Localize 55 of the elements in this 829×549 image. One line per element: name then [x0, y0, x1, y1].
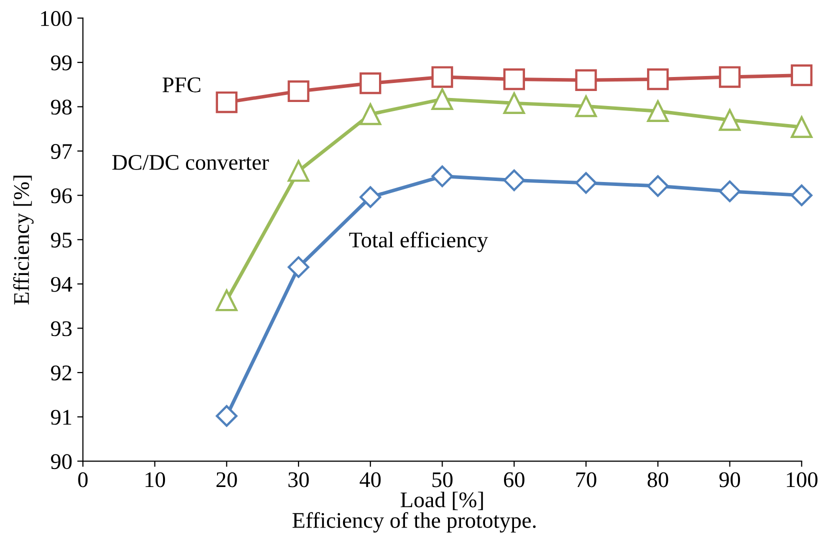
y-tick-label: 92 — [50, 366, 72, 380]
point — [647, 100, 669, 122]
y-tick-label: 97 — [50, 144, 72, 159]
x-tick-label: 70 — [576, 472, 596, 488]
x-tick-label: 40 — [360, 472, 381, 488]
point — [575, 69, 597, 91]
x-tick-label: 0 — [78, 472, 88, 488]
point — [790, 184, 812, 206]
point — [216, 290, 238, 312]
y-tick-label: 90 — [50, 454, 72, 470]
x-tick-label: 20 — [216, 472, 237, 488]
series-label: PFC — [162, 77, 200, 92]
point — [647, 68, 669, 90]
series-label: Total efficiency — [349, 232, 488, 252]
point — [288, 256, 310, 278]
y-tick-label: 95 — [50, 232, 72, 248]
x-tick-label: 10 — [146, 472, 166, 488]
point — [503, 169, 525, 192]
y-tick-label: 99 — [50, 55, 72, 70]
x-tick-label: 80 — [648, 472, 668, 488]
point — [718, 66, 741, 88]
point — [216, 91, 238, 114]
point — [718, 180, 741, 202]
point — [503, 68, 525, 90]
point — [647, 175, 669, 197]
point — [431, 165, 454, 188]
point — [431, 66, 454, 88]
point — [360, 186, 382, 208]
y-axis-title: Efficiency [%] — [13, 176, 34, 305]
point — [503, 92, 525, 114]
x-tick-label: 90 — [719, 472, 740, 488]
x-tick-label: 100 — [786, 472, 818, 488]
x-axis-title: Load [%] — [400, 492, 483, 510]
text: Efficiency of the prototype. — [292, 512, 536, 533]
point — [431, 88, 454, 110]
point — [360, 103, 382, 126]
y-tick-label: 96 — [50, 188, 72, 204]
y-tick-label: 93 — [50, 321, 72, 336]
series-label: DC/DC converter — [112, 154, 269, 170]
point — [790, 116, 812, 138]
y-tick-label: 94 — [50, 276, 72, 292]
x-tick-label: 60 — [504, 472, 524, 488]
point — [575, 95, 597, 118]
point — [360, 72, 382, 94]
y-tick-label: 98 — [50, 100, 72, 115]
x-tick-label: 50 — [432, 472, 453, 488]
point — [216, 405, 238, 427]
y-tick-label: 100 — [41, 11, 72, 26]
x-tick-label: 30 — [288, 472, 309, 488]
y-tick-label: 91 — [50, 410, 72, 425]
point — [790, 64, 812, 86]
point — [718, 109, 741, 131]
point — [288, 80, 310, 102]
point — [288, 160, 310, 182]
point — [575, 172, 597, 194]
